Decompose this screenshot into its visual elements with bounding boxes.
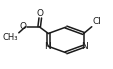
Text: N: N	[44, 42, 50, 51]
Text: CH₃: CH₃	[3, 33, 18, 42]
Text: N: N	[81, 42, 87, 51]
Text: O: O	[37, 9, 44, 18]
Text: Cl: Cl	[91, 17, 100, 26]
Text: O: O	[19, 22, 26, 31]
